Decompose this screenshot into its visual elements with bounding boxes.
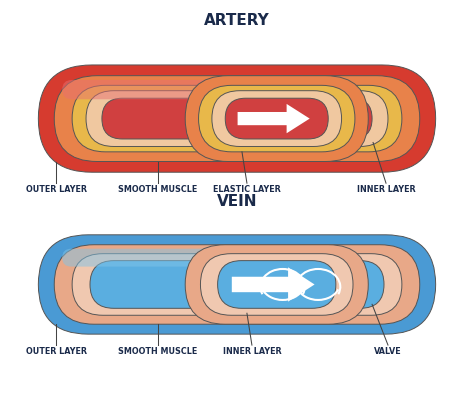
Text: INNER LAYER: INNER LAYER [223,346,281,355]
FancyBboxPatch shape [54,245,420,325]
FancyBboxPatch shape [225,99,328,140]
Text: ARTERY: ARTERY [204,13,270,28]
FancyBboxPatch shape [201,254,353,316]
FancyBboxPatch shape [212,91,342,147]
FancyBboxPatch shape [218,261,336,309]
FancyBboxPatch shape [62,249,213,267]
Text: ELASTIC LAYER: ELASTIC LAYER [213,185,281,194]
Text: VEIN: VEIN [217,193,257,208]
Text: SMOOTH MUSCLE: SMOOTH MUSCLE [118,185,197,194]
FancyBboxPatch shape [54,76,420,162]
Text: OUTER LAYER: OUTER LAYER [26,185,87,194]
FancyBboxPatch shape [199,86,355,152]
FancyBboxPatch shape [86,91,388,147]
FancyBboxPatch shape [72,254,402,316]
FancyBboxPatch shape [185,245,368,325]
Text: SMOOTH MUSCLE: SMOOTH MUSCLE [118,346,197,355]
Text: OUTER LAYER: OUTER LAYER [26,346,87,355]
FancyBboxPatch shape [38,66,436,173]
FancyBboxPatch shape [72,86,402,152]
FancyArrow shape [237,104,310,134]
Text: VALVE: VALVE [374,346,402,355]
FancyBboxPatch shape [62,81,213,100]
FancyBboxPatch shape [38,235,436,335]
FancyArrow shape [232,268,315,302]
Text: INNER LAYER: INNER LAYER [356,185,415,194]
FancyBboxPatch shape [185,76,368,162]
FancyBboxPatch shape [102,99,372,140]
FancyBboxPatch shape [90,261,384,309]
